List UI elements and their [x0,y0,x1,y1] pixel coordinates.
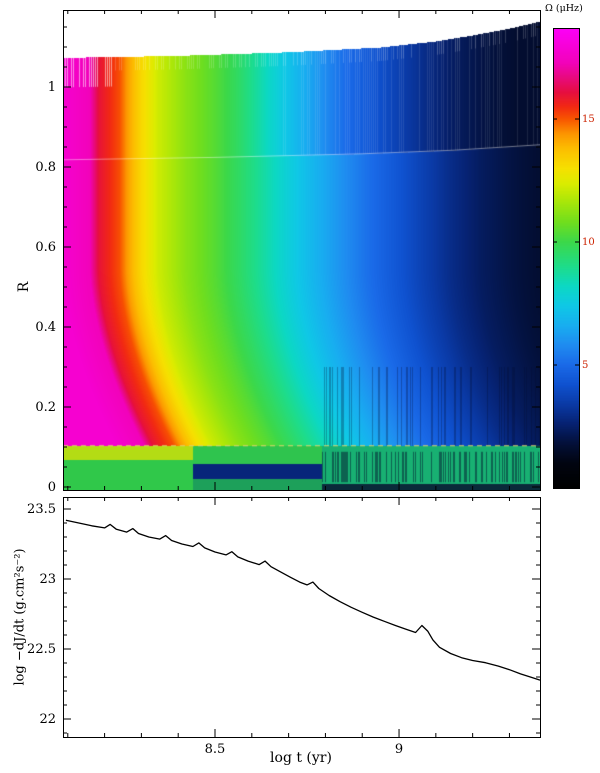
bottom-panel-frame [63,497,541,738]
y-tick-label: 0.8 [35,160,56,175]
y-tick-label: 23.5 [27,502,56,517]
x-axis-label-log-time: log t (yr) [270,750,332,766]
colorbar-frame [553,28,580,489]
rotation-heatmap [63,10,540,490]
colorbar-tick-label: 15 [582,114,595,125]
y-axis-label-angular-momentum-loss: log −dJ/dt (g.cm²s⁻²) [12,548,28,686]
y-axis-label-radius: R [16,281,32,293]
colorbar-tick-label: 5 [582,360,588,371]
colorbar-title: Ω (μHz) [545,3,583,14]
y-tick-label: 0.2 [35,400,56,415]
y-tick-label: 23 [39,572,56,587]
y-tick-label: 0.6 [35,240,56,255]
colorbar-tick-label: 10 [582,237,595,248]
y-tick-label: 1 [48,80,56,95]
y-tick-label: 22 [39,712,56,727]
top-panel-frame [63,10,541,491]
y-tick-label: 0.4 [35,320,56,335]
y-tick-label: 22.5 [27,642,56,657]
colorbar-gradient [553,28,579,488]
y-tick-label: 0 [48,480,56,495]
x-tick-label: 9 [395,742,403,757]
dJdt-curve [65,519,541,681]
x-tick-label: 8.5 [205,742,226,757]
